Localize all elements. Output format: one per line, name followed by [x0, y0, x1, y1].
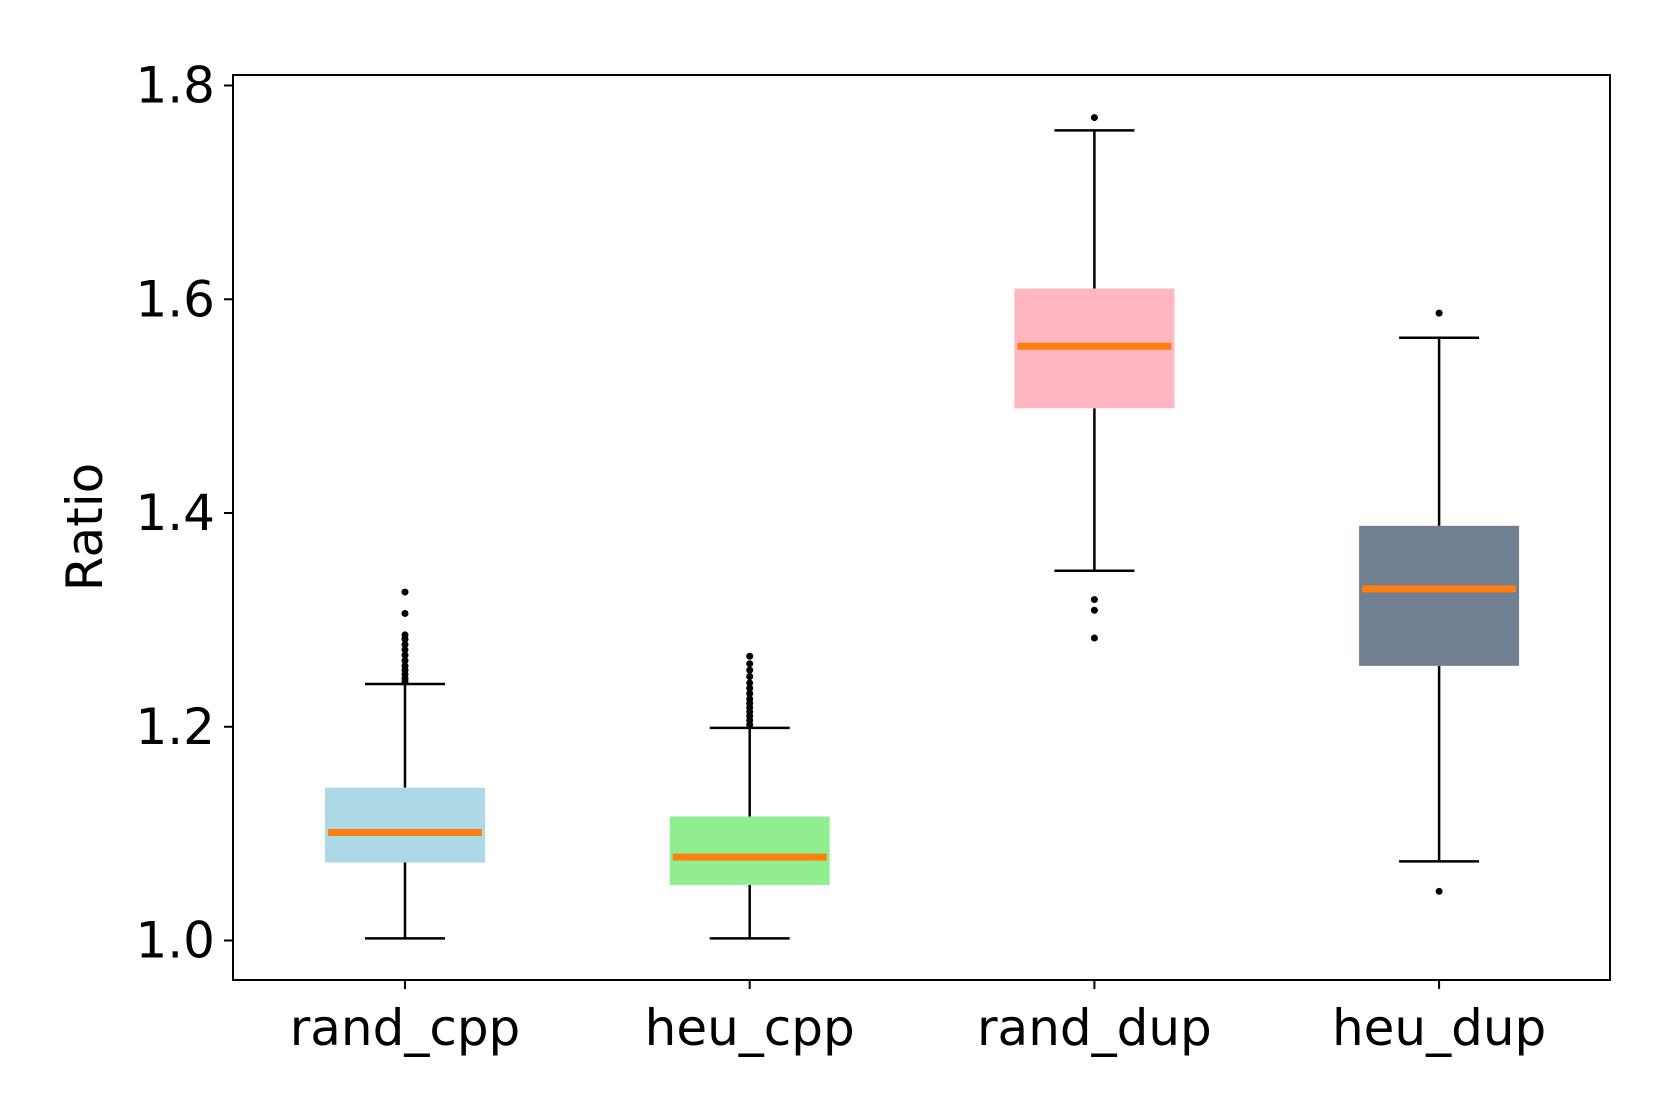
outlier-heu_cpp-11 — [746, 666, 754, 674]
outlier-heu_cpp-7 — [746, 690, 754, 698]
outlier-heu_cpp-8 — [746, 684, 754, 692]
outlier-rand_dup-3 — [1090, 114, 1098, 122]
outlier-rand_cpp-10 — [401, 631, 409, 639]
y-tick-label-1: 1.2 — [135, 698, 215, 756]
outlier-heu_cpp-6 — [746, 695, 754, 703]
outlier-rand_cpp-4 — [401, 662, 409, 670]
outlier-heu_dup-0 — [1435, 887, 1443, 895]
x-tick-label-heu_dup: heu_dup — [1332, 999, 1546, 1057]
outlier-heu_cpp-9 — [746, 679, 754, 687]
box-group-rand_cpp — [325, 588, 485, 940]
outlier-heu_dup-1 — [1435, 309, 1443, 317]
outlier-heu_cpp-10 — [746, 673, 754, 681]
boxes-layer — [325, 114, 1520, 940]
outlier-heu_cpp-13 — [746, 652, 754, 660]
outlier-rand_dup-1 — [1090, 606, 1098, 614]
x-tick-label-heu_cpp: heu_cpp — [645, 999, 855, 1057]
x-tick-label-rand_cpp: rand_cpp — [290, 999, 521, 1057]
y-tick-label-2: 1.4 — [135, 484, 215, 542]
outlier-rand_cpp-8 — [401, 640, 409, 648]
y-tick-label-0: 1.0 — [135, 912, 215, 970]
outlier-rand_dup-2 — [1090, 596, 1098, 604]
x-tick-label-rand_dup: rand_dup — [977, 999, 1212, 1057]
outlier-rand_cpp-5 — [401, 656, 409, 664]
box-group-heu_cpp — [669, 652, 830, 940]
box-group-rand_dup — [1014, 114, 1175, 642]
outlier-rand_cpp-7 — [401, 646, 409, 654]
y-axis-ticks: 1.0 1.2 1.4 1.6 1.8 — [135, 57, 233, 970]
outlier-rand_cpp-11 — [401, 609, 409, 617]
box-group-heu_dup — [1359, 309, 1520, 895]
y-axis-label: Ratio — [56, 463, 114, 591]
y-tick-label-4: 1.8 — [135, 57, 215, 115]
outlier-heu_cpp-12 — [746, 660, 754, 668]
y-tick-label-3: 1.6 — [135, 270, 215, 328]
outlier-rand_dup-0 — [1090, 634, 1098, 642]
box-heu_cpp — [669, 816, 830, 885]
outlier-rand_cpp-12 — [401, 588, 409, 596]
outlier-rand_cpp-6 — [401, 651, 409, 659]
x-axis-ticks: rand_cpp heu_cpp rand_dup heu_dup — [290, 980, 1546, 1057]
box-heu_dup — [1359, 525, 1520, 666]
box-rand_cpp — [325, 787, 485, 863]
plot-frame — [232, 74, 1611, 981]
